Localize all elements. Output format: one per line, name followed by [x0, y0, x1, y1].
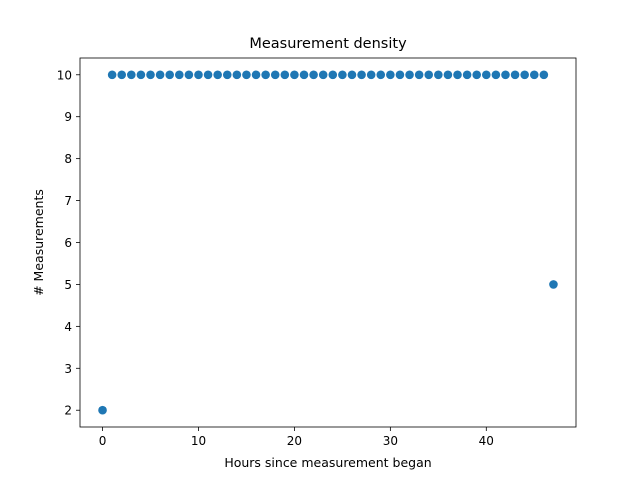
plot-area: [98, 70, 558, 415]
x-tick-label: 0: [99, 434, 107, 448]
data-point: [481, 70, 491, 80]
x-tick-label: 20: [287, 434, 302, 448]
data-point: [395, 70, 405, 80]
data-point: [539, 70, 549, 80]
data-point: [117, 70, 127, 80]
data-point: [529, 70, 539, 80]
data-point: [299, 70, 309, 80]
data-point: [146, 70, 155, 80]
data-point: [270, 70, 280, 80]
data-point: [472, 70, 482, 80]
data-point: [213, 70, 222, 80]
data-point: [338, 70, 347, 80]
data-point: [443, 70, 453, 80]
data-point: [174, 70, 184, 80]
data-point: [328, 70, 338, 80]
x-tick-label: 30: [383, 434, 398, 448]
x-tick-label: 10: [191, 434, 206, 448]
data-point: [222, 70, 232, 80]
y-tick-label: 5: [64, 278, 72, 292]
data-point: [318, 70, 328, 80]
data-point: [194, 70, 203, 80]
data-point: [462, 70, 472, 80]
data-point: [127, 70, 136, 80]
data-point: [424, 70, 434, 80]
data-point: [251, 70, 261, 80]
data-point: [366, 70, 376, 80]
data-point: [357, 70, 366, 80]
data-point: [405, 70, 414, 80]
data-point: [453, 70, 462, 80]
data-point: [309, 70, 318, 80]
y-tick-label: 6: [64, 236, 72, 250]
x-axis: 0 10 20 30 40: [99, 427, 494, 448]
x-axis-label: Hours since measurement began: [224, 455, 431, 470]
data-point: [107, 70, 117, 80]
data-point: [203, 70, 213, 80]
plot-frame: [79, 57, 577, 428]
data-point: [510, 70, 520, 80]
data-point: [386, 70, 395, 80]
data-point: [376, 70, 386, 80]
data-point: [280, 70, 290, 80]
data-point: [155, 70, 165, 80]
data-point: [414, 70, 424, 80]
y-axis-label: # Measurements: [31, 189, 46, 296]
y-tick-label: 10: [57, 68, 72, 82]
data-point: [184, 70, 194, 80]
data-point: [242, 70, 251, 80]
x-tick-label: 40: [479, 434, 494, 448]
data-point: [347, 70, 357, 80]
data-point: [501, 70, 510, 80]
y-tick-label: 4: [64, 320, 72, 334]
y-tick-label: 9: [64, 110, 72, 124]
data-point: [520, 70, 529, 80]
data-point: [261, 70, 270, 80]
y-tick-label: 3: [64, 362, 72, 376]
data-point: [98, 405, 107, 415]
chart-title: Measurement density: [249, 36, 407, 52]
data-point: [232, 70, 242, 80]
data-point: [136, 70, 146, 80]
data-point: [434, 70, 443, 80]
y-axis: 2 3 4 5 6 7 8 9 10: [57, 68, 80, 418]
data-point: [290, 70, 299, 80]
data-point: [165, 70, 175, 80]
y-tick-label: 2: [64, 404, 72, 418]
data-point: [549, 280, 558, 289]
y-tick-label: 7: [64, 194, 72, 208]
y-tick-label: 8: [64, 152, 72, 166]
data-point: [491, 70, 501, 80]
